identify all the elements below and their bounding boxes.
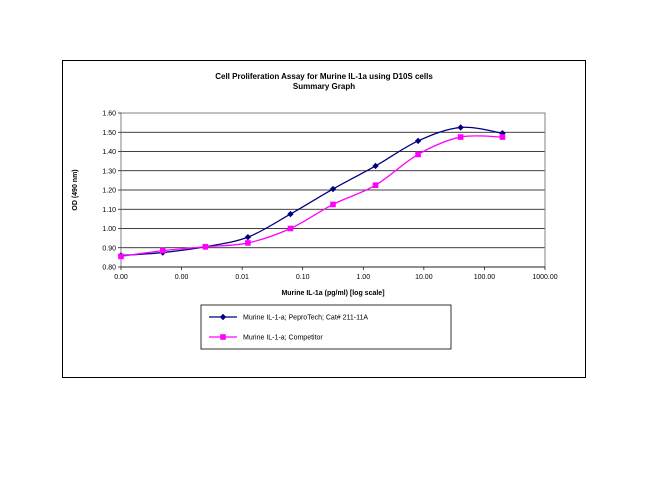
legend-label: Murine IL-1-a; PeproTech; Cat# 211-11A xyxy=(243,315,368,322)
data-point xyxy=(159,247,166,254)
data-point xyxy=(287,210,294,218)
chart-title: Cell Proliferation Assay for Murine IL-1… xyxy=(215,72,433,81)
data-point xyxy=(329,185,337,193)
y-tick-label: 1.30 xyxy=(102,168,116,175)
series-2 xyxy=(118,134,506,260)
data-point xyxy=(415,151,421,158)
data-point xyxy=(457,134,464,140)
x-tick-label: 0.10 xyxy=(296,274,310,281)
tick-layer: 0.80 0.90 1.00 1.10 1.20 1.30 1.40 1.50 1.60 0.00… xyxy=(102,111,557,282)
data-point xyxy=(330,201,336,208)
legend-label: Murine IL-1-a; Competitor xyxy=(243,335,323,342)
data-point xyxy=(372,182,379,188)
chart-frame: Cell Proliferation Assay for Murine IL-1… xyxy=(62,60,586,378)
legend-marker xyxy=(219,313,227,321)
y-tick-label: 1.00 xyxy=(102,226,116,233)
chart-svg: Cell Proliferation Assay for Murine IL-1… xyxy=(72,72,558,350)
data-point xyxy=(499,134,506,140)
y-tick-label: 1.10 xyxy=(102,207,116,214)
data-point xyxy=(372,162,379,170)
series-line xyxy=(120,135,503,258)
x-tick-label: 0.01 xyxy=(235,274,249,281)
y-tick-label: 1.40 xyxy=(102,149,116,156)
data-point xyxy=(202,243,209,250)
data-point xyxy=(245,240,251,246)
chart-subtitle: Summary Graph xyxy=(293,82,355,91)
data-point xyxy=(414,137,422,145)
x-axis-label: Murine IL-1a (pg/ml) [log scale] xyxy=(281,290,384,297)
legend: Murine IL-1-a; PeproTech; Cat# 211-11A Mu… xyxy=(200,304,452,350)
y-tick-label: 0.80 xyxy=(102,265,116,272)
x-tick-label: 0.00 xyxy=(114,274,128,281)
y-tick-label: 1.20 xyxy=(102,188,116,195)
legend-box xyxy=(200,304,452,350)
y-axis-label: OD (490 nm) xyxy=(72,169,79,210)
y-tick-label: 0.90 xyxy=(102,245,116,252)
x-tick-label: 0.00 xyxy=(175,274,189,281)
y-tick-label: 1.60 xyxy=(102,111,116,118)
legend-marker xyxy=(220,334,226,340)
x-tick-label: 1000.00 xyxy=(532,274,557,281)
x-tick-label: 100.00 xyxy=(474,274,496,281)
data-point xyxy=(118,253,124,260)
series-line xyxy=(120,126,503,257)
data-point xyxy=(244,233,252,241)
data-point xyxy=(287,225,294,232)
x-tick-label: 10.00 xyxy=(415,274,433,281)
data-point xyxy=(457,124,464,131)
x-tick-label: 1.00 xyxy=(356,274,370,281)
series-layer xyxy=(117,124,506,260)
series-1 xyxy=(117,124,506,259)
y-tick-label: 1.50 xyxy=(102,130,116,137)
